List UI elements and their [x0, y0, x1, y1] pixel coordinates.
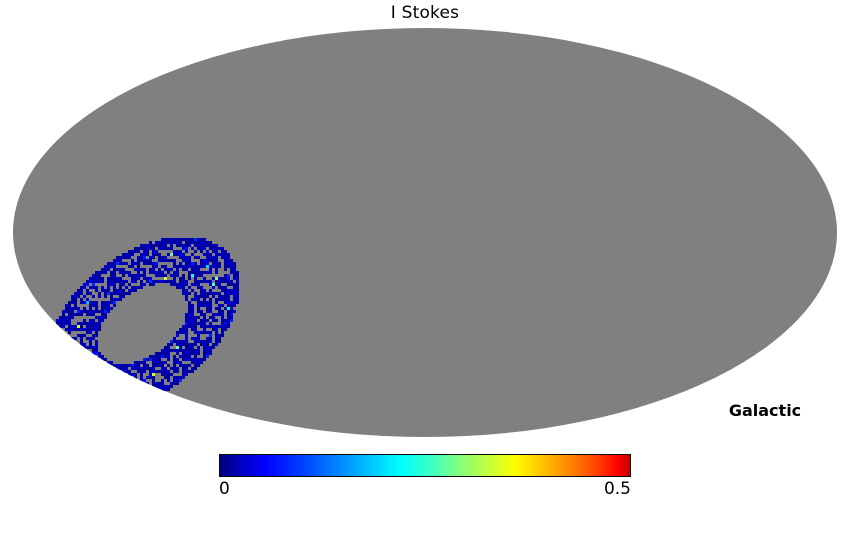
colorbar-max-label: 0.5 [603, 479, 631, 499]
page-title: I Stokes [390, 3, 460, 23]
colorbar[interactable] [219, 454, 631, 477]
observed-data-region [56, 238, 239, 391]
coordinate-frame-label: Galactic [728, 401, 802, 420]
colorbar-min-label: 0 [219, 479, 230, 499]
sky-ellipse [13, 28, 837, 437]
colorbar-group: 0 0.5 [219, 454, 631, 504]
mollweide-projection [13, 28, 837, 437]
